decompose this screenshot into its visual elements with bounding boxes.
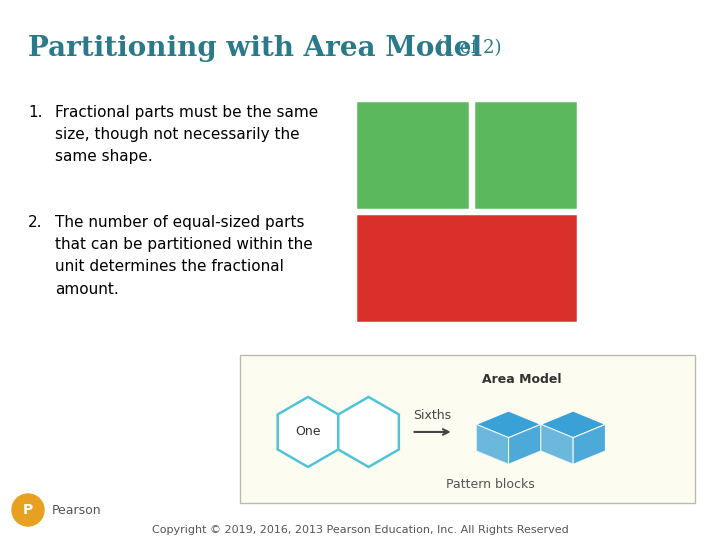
Polygon shape	[573, 424, 606, 464]
Text: Partitioning with Area Model: Partitioning with Area Model	[28, 35, 482, 62]
Text: Copyright © 2019, 2016, 2013 Pearson Education, Inc. All Rights Reserved: Copyright © 2019, 2016, 2013 Pearson Edu…	[152, 525, 568, 535]
Text: (1 of 2): (1 of 2)	[430, 39, 502, 57]
Text: Sixths: Sixths	[413, 409, 451, 422]
Polygon shape	[508, 424, 541, 464]
FancyBboxPatch shape	[355, 213, 578, 323]
Text: The number of equal-sized parts
that can be partitioned within the
unit determin: The number of equal-sized parts that can…	[55, 215, 312, 296]
Polygon shape	[338, 397, 399, 467]
FancyBboxPatch shape	[473, 100, 578, 210]
Polygon shape	[278, 397, 338, 467]
FancyBboxPatch shape	[355, 100, 470, 210]
Polygon shape	[541, 424, 573, 464]
Text: Pearson: Pearson	[52, 503, 102, 516]
Text: 2.: 2.	[28, 215, 42, 230]
Text: P: P	[23, 503, 33, 517]
Polygon shape	[476, 424, 508, 464]
Text: Pattern blocks: Pattern blocks	[446, 478, 535, 491]
Text: 1.: 1.	[28, 105, 42, 120]
FancyBboxPatch shape	[240, 355, 695, 503]
Polygon shape	[476, 411, 541, 437]
Circle shape	[12, 494, 44, 526]
Text: Area Model: Area Model	[482, 373, 562, 386]
Polygon shape	[541, 411, 606, 437]
Text: Fractional parts must be the same
size, though not necessarily the
same shape.: Fractional parts must be the same size, …	[55, 105, 318, 164]
Text: One: One	[295, 426, 320, 438]
